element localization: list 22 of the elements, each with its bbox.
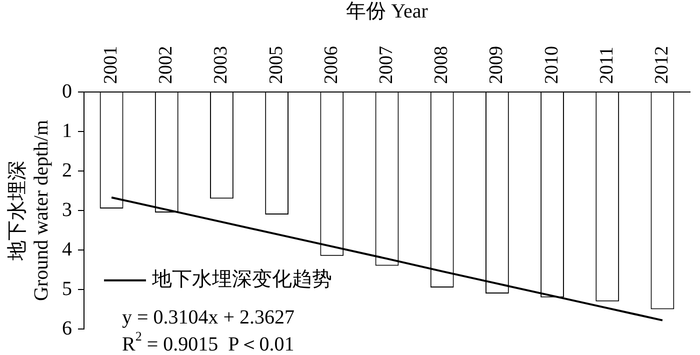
y-tick-label: 6 [62,317,72,340]
y-tick-label: 0 [62,80,72,102]
y-tick-label: 1 [62,120,72,142]
x-tick-label: 2012 [651,46,672,84]
x-tick-label: 2010 [541,46,562,84]
x-tick-label: 2003 [210,46,232,84]
x-tick-label: 2001 [100,46,122,84]
x-tick-label: 2011 [596,46,618,84]
x-tick-label: 2009 [486,46,508,84]
x-axis-title: 年份 Year [346,0,428,22]
y-tick-label: 2 [62,159,72,182]
y-tick-label: 5 [62,278,72,300]
x-tick-label: 2005 [266,46,287,84]
y-tick-label: 3 [62,198,72,221]
x-tick-label: 2002 [156,46,177,84]
x-tick-label: 2008 [431,46,452,84]
x-tick-label: 2006 [320,46,342,84]
x-tick-label: 2007 [376,46,397,84]
annotation: y = 0.3104x + 2.3627 [122,306,295,328]
legend-label: 地下水埋深变化趋势 [151,268,332,291]
y-tick-label: 4 [62,238,72,260]
y-axis-title: 地下水埋深 Ground water depth/m [6,120,52,302]
